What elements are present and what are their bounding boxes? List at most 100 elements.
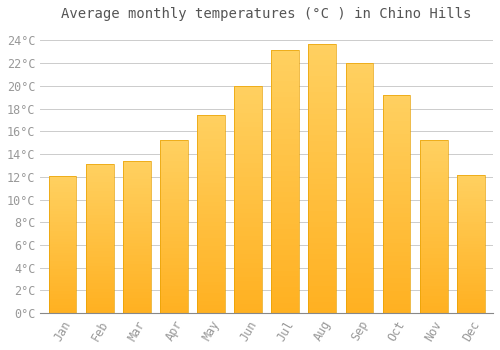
Bar <box>86 212 114 215</box>
Bar <box>457 263 484 266</box>
Bar <box>272 292 299 298</box>
Bar <box>420 140 448 313</box>
Bar <box>272 192 299 197</box>
Bar <box>86 280 114 284</box>
Bar <box>457 260 484 263</box>
Bar <box>234 213 262 218</box>
Bar <box>234 209 262 213</box>
Bar <box>160 168 188 172</box>
Bar <box>272 266 299 271</box>
Bar <box>234 245 262 250</box>
Bar <box>234 181 262 186</box>
Bar <box>346 158 374 163</box>
Bar <box>86 251 114 254</box>
Bar <box>234 131 262 136</box>
Bar <box>346 248 374 253</box>
Bar <box>86 227 114 230</box>
Bar <box>457 219 484 222</box>
Bar <box>234 286 262 290</box>
Bar <box>197 266 225 270</box>
Bar <box>48 231 76 233</box>
Bar <box>160 247 188 251</box>
Bar <box>382 222 410 226</box>
Bar <box>308 173 336 178</box>
Bar <box>308 200 336 205</box>
Bar <box>86 239 114 242</box>
Bar <box>420 213 448 216</box>
Bar <box>382 226 410 230</box>
Bar <box>86 307 114 310</box>
Bar <box>123 167 150 170</box>
Bar <box>308 157 336 162</box>
Bar <box>457 188 484 191</box>
Bar <box>86 274 114 278</box>
Bar <box>48 288 76 291</box>
Bar <box>234 104 262 108</box>
Bar <box>197 246 225 250</box>
Bar <box>272 213 299 218</box>
Bar <box>86 224 114 227</box>
Bar <box>308 71 336 76</box>
Bar <box>308 292 336 297</box>
Bar <box>197 159 225 163</box>
Bar <box>48 280 76 283</box>
Bar <box>197 242 225 246</box>
Bar <box>382 95 410 99</box>
Bar <box>308 302 336 308</box>
Bar <box>346 243 374 248</box>
Bar <box>457 183 484 186</box>
Bar <box>308 275 336 281</box>
Bar <box>420 261 448 265</box>
Bar <box>160 220 188 223</box>
Bar <box>234 227 262 231</box>
Bar <box>382 160 410 165</box>
Bar <box>457 266 484 269</box>
Bar <box>272 202 299 208</box>
Bar <box>382 270 410 274</box>
Bar <box>234 95 262 99</box>
Bar <box>272 60 299 65</box>
Bar <box>272 86 299 92</box>
Bar <box>272 123 299 128</box>
Bar <box>123 243 150 246</box>
Bar <box>308 168 336 173</box>
Bar <box>123 179 150 182</box>
Bar <box>86 221 114 224</box>
Bar <box>160 261 188 265</box>
Bar <box>123 222 150 225</box>
Bar <box>346 218 374 223</box>
Bar <box>308 178 336 184</box>
Bar <box>160 227 188 230</box>
Bar <box>160 299 188 303</box>
Bar <box>86 233 114 236</box>
Bar <box>272 160 299 166</box>
Bar <box>308 265 336 270</box>
Bar <box>123 182 150 185</box>
Bar <box>457 222 484 224</box>
Bar <box>308 227 336 232</box>
Bar <box>420 210 448 213</box>
Bar <box>457 258 484 260</box>
Bar <box>160 178 188 182</box>
Bar <box>420 227 448 230</box>
Bar <box>86 310 114 313</box>
Bar <box>272 287 299 292</box>
Bar <box>86 206 114 209</box>
Bar <box>420 299 448 303</box>
Bar <box>234 99 262 104</box>
Bar <box>272 76 299 81</box>
Bar <box>160 306 188 310</box>
Bar <box>346 93 374 98</box>
Bar <box>382 234 410 239</box>
Bar <box>457 197 484 199</box>
Bar <box>457 224 484 227</box>
Bar <box>382 130 410 134</box>
Bar <box>272 239 299 245</box>
Bar <box>48 300 76 302</box>
Bar <box>382 108 410 112</box>
Bar <box>48 294 76 297</box>
Bar <box>123 237 150 240</box>
Bar <box>86 272 114 274</box>
Bar <box>420 223 448 227</box>
Bar <box>382 178 410 182</box>
